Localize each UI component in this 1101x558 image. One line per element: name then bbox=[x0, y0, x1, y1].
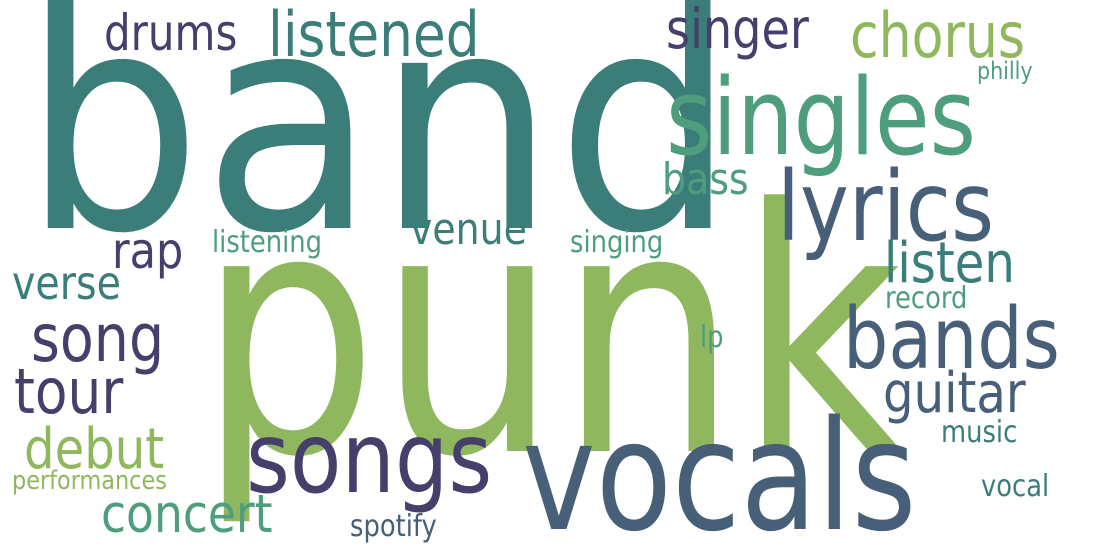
word-music: music bbox=[941, 415, 1018, 450]
word-drums: drums bbox=[104, 4, 238, 62]
word-spotify: spotify bbox=[350, 509, 437, 544]
word-punk: punk bbox=[198, 137, 903, 531]
word-singles: singles bbox=[666, 56, 976, 179]
word-bands: bands bbox=[843, 290, 1060, 389]
word-performances: performances bbox=[12, 466, 167, 496]
word-singing: singing bbox=[570, 225, 664, 260]
word-listen: listen bbox=[884, 231, 1015, 296]
word-band: band bbox=[22, 0, 737, 300]
word-lyrics: lyrics bbox=[777, 151, 995, 263]
word-lp: lp bbox=[700, 320, 724, 355]
word-philly: philly bbox=[977, 57, 1033, 85]
word-rap: rap bbox=[112, 222, 184, 280]
word-guitar: guitar bbox=[883, 361, 1026, 426]
word-vocal: vocal bbox=[981, 469, 1050, 504]
word-tour: tour bbox=[14, 355, 124, 428]
word-concert: concert bbox=[101, 484, 273, 545]
word-listening: listening bbox=[212, 225, 323, 260]
word-bass: bass bbox=[662, 154, 749, 205]
word-song: song bbox=[31, 300, 165, 377]
word-venue: venue bbox=[410, 204, 527, 255]
word-chorus: chorus bbox=[850, 0, 1026, 72]
word-debut: debut bbox=[24, 417, 165, 482]
word-verse: verse bbox=[12, 256, 121, 310]
word-singer: singer bbox=[666, 0, 809, 61]
word-record: record bbox=[885, 281, 968, 316]
word-listened: listened bbox=[268, 0, 480, 71]
word-vocals: vocals bbox=[522, 388, 917, 558]
word-songs: songs bbox=[246, 402, 493, 516]
